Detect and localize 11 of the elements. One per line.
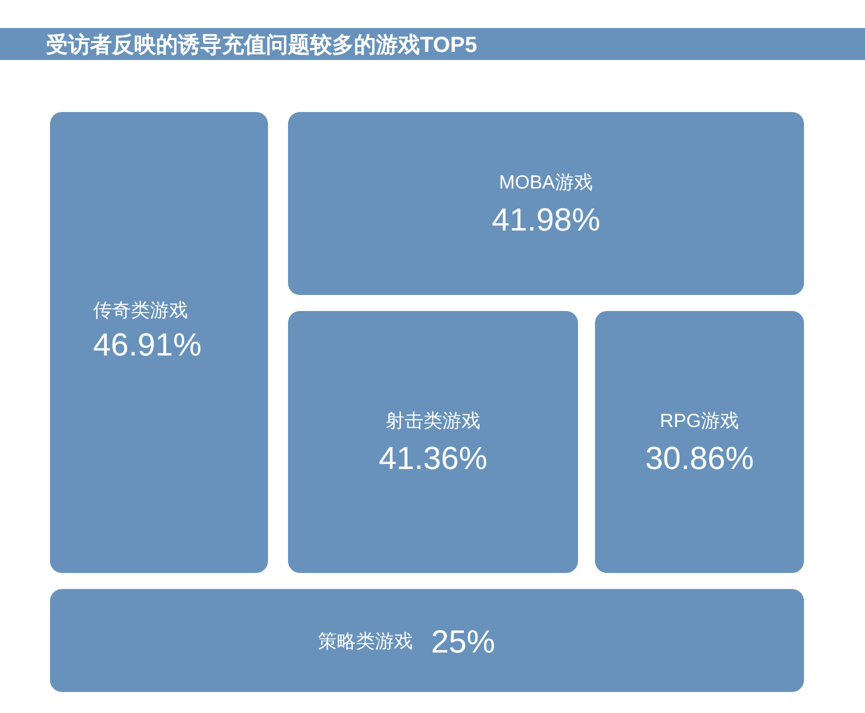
text: 受访者反映的诱导充值问题较多的游戏TOP5 (46, 32, 478, 57)
category-label: MOBA游戏 (499, 172, 593, 194)
category-label: 射击类游戏 (386, 411, 480, 432)
data-label: 46.91% (93, 326, 202, 362)
data-label: 30.86% (645, 440, 754, 476)
category-label: 传奇类游戏 (93, 300, 188, 322)
category-label: RPG游戏 (660, 411, 740, 432)
data-label: 41.98% (492, 202, 600, 238)
data-label: 25% (431, 624, 496, 660)
category-label: 策略类游戏 (318, 632, 413, 652)
data-label: 41.36% (378, 440, 488, 476)
